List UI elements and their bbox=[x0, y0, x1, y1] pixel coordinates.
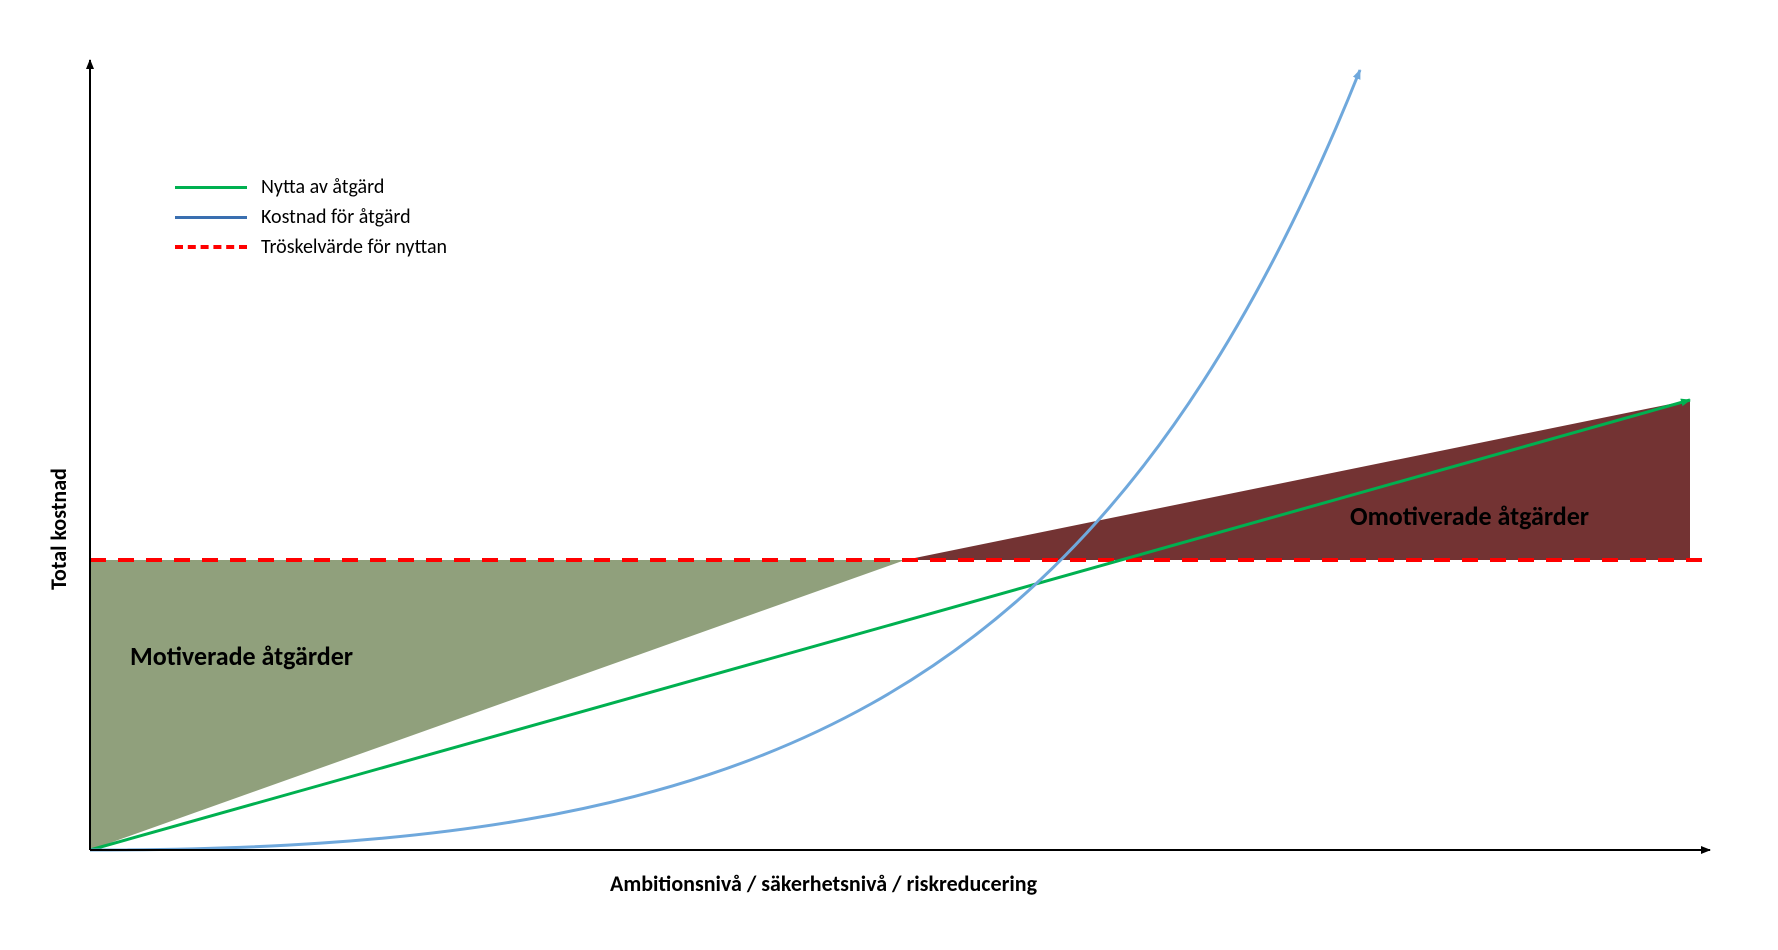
legend-label-benefit: Nytta av åtgärd bbox=[261, 175, 384, 199]
x-axis-label: Ambitionsnivå / säkerhetsnivå / riskredu… bbox=[610, 870, 1037, 897]
y-axis-label: Total kostnad bbox=[45, 468, 72, 590]
legend-swatch-cost bbox=[175, 216, 247, 219]
legend: Nytta av åtgärd Kostnad för åtgärd Trösk… bbox=[175, 175, 447, 265]
legend-item-cost: Kostnad för åtgärd bbox=[175, 205, 447, 229]
unmotivated-region bbox=[905, 400, 1690, 560]
legend-item-threshold: Tröskelvärde för nyttan bbox=[175, 235, 447, 259]
legend-swatch-benefit bbox=[175, 186, 247, 189]
legend-swatch-threshold bbox=[175, 245, 247, 249]
cost-benefit-chart: Total kostnad Ambitionsnivå / säkerhetsn… bbox=[0, 0, 1778, 950]
chart-svg bbox=[0, 0, 1778, 950]
unmotivated-region-label: Omotiverade åtgärder bbox=[1350, 500, 1589, 532]
legend-label-cost: Kostnad för åtgärd bbox=[261, 205, 411, 229]
motivated-region-label: Motiverade åtgärder bbox=[130, 640, 353, 672]
legend-label-threshold: Tröskelvärde för nyttan bbox=[261, 235, 447, 259]
legend-item-benefit: Nytta av åtgärd bbox=[175, 175, 447, 199]
motivated-region bbox=[90, 560, 905, 850]
